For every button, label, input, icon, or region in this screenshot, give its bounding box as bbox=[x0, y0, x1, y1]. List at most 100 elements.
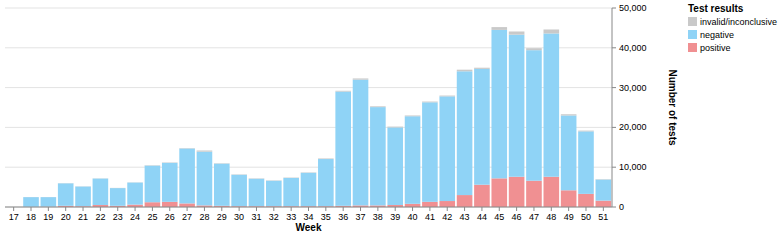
x-tick bbox=[568, 207, 569, 211]
bar-segment bbox=[578, 194, 594, 207]
bar-segment bbox=[23, 197, 39, 198]
bar-segment bbox=[301, 173, 317, 206]
y-tick-label: 30,000 bbox=[619, 83, 647, 93]
bar-segment bbox=[353, 80, 369, 206]
x-tick-label: 48 bbox=[546, 212, 556, 222]
x-tick bbox=[100, 207, 101, 211]
x-tick bbox=[325, 207, 326, 211]
x-tick-label: 36 bbox=[338, 212, 348, 222]
bar-segment bbox=[370, 106, 386, 108]
bar-segment bbox=[491, 27, 507, 30]
x-tick bbox=[169, 207, 170, 211]
bar-segment bbox=[283, 178, 299, 206]
y-tick bbox=[612, 127, 616, 128]
x-tick-label: 50 bbox=[581, 212, 591, 222]
bar-segment bbox=[127, 182, 143, 183]
bar-segment bbox=[335, 92, 351, 206]
x-tick-label: 45 bbox=[494, 212, 504, 222]
bar-segment bbox=[405, 115, 421, 117]
x-tick-label: 24 bbox=[130, 212, 140, 222]
bars bbox=[23, 27, 611, 207]
bar-segment bbox=[162, 162, 178, 163]
bar-segment bbox=[41, 197, 57, 207]
bar-segment bbox=[422, 101, 438, 103]
bar-segment bbox=[578, 130, 594, 132]
x-tick bbox=[516, 207, 517, 211]
x-tick-label: 35 bbox=[321, 212, 331, 222]
y-tick-label: 50,000 bbox=[619, 3, 647, 13]
x-tick-label: 31 bbox=[251, 212, 261, 222]
x-tick bbox=[464, 207, 465, 211]
x-axis-title: Week bbox=[296, 222, 322, 233]
bar-segment bbox=[509, 35, 525, 177]
bar-segment bbox=[145, 165, 161, 166]
x-tick-label: 44 bbox=[477, 212, 487, 222]
x-tick bbox=[204, 207, 205, 211]
bar-segment bbox=[439, 96, 455, 201]
y-tick bbox=[612, 87, 616, 88]
bar-segment bbox=[179, 148, 195, 149]
bar-segment bbox=[509, 177, 525, 207]
bar-segment bbox=[543, 177, 559, 207]
bar-segment bbox=[491, 30, 507, 178]
y-tick-label: 40,000 bbox=[619, 43, 647, 53]
bar-segment bbox=[283, 177, 299, 178]
x-tick-label: 39 bbox=[390, 212, 400, 222]
legend-label: positive bbox=[700, 43, 731, 53]
x-tick bbox=[308, 207, 309, 211]
bar-segment bbox=[179, 203, 195, 207]
x-tick bbox=[585, 207, 586, 211]
bar-segment bbox=[509, 31, 525, 34]
x-tick bbox=[65, 207, 66, 211]
x-tick bbox=[499, 207, 500, 211]
bar-segment bbox=[543, 33, 559, 176]
bar-segment bbox=[561, 115, 577, 190]
y-tick-label: 20,000 bbox=[619, 122, 647, 132]
bar-segment bbox=[457, 195, 473, 207]
x-tick bbox=[221, 207, 222, 211]
bar-segment bbox=[58, 183, 74, 184]
y-tick bbox=[612, 47, 616, 48]
bar-segment bbox=[387, 126, 403, 128]
bar-segment bbox=[405, 116, 421, 204]
y-axis-line bbox=[612, 8, 613, 207]
x-tick-label: 43 bbox=[460, 212, 470, 222]
x-tick-label: 40 bbox=[408, 212, 418, 222]
x-tick bbox=[135, 207, 136, 211]
x-tick-label: 18 bbox=[26, 212, 36, 222]
y-tick bbox=[612, 167, 616, 168]
x-tick bbox=[152, 207, 153, 211]
bar-segment bbox=[526, 181, 542, 207]
x-tick bbox=[360, 207, 361, 211]
bar-segment bbox=[41, 197, 57, 198]
x-tick-label: 29 bbox=[217, 212, 227, 222]
chart-svg: 010,00020,00030,00040,00050,000171819202… bbox=[0, 0, 780, 236]
x-tick-label: 33 bbox=[286, 212, 296, 222]
x-tick bbox=[239, 207, 240, 211]
chart-container: 010,00020,00030,00040,00050,000171819202… bbox=[0, 0, 780, 236]
bar-segment bbox=[162, 163, 178, 202]
x-tick bbox=[256, 207, 257, 211]
x-tick-label: 46 bbox=[512, 212, 522, 222]
x-tick bbox=[377, 207, 378, 211]
x-tick bbox=[83, 207, 84, 211]
x-tick bbox=[429, 207, 430, 211]
x-tick bbox=[447, 207, 448, 211]
bar-segment bbox=[145, 166, 161, 203]
x-tick bbox=[343, 207, 344, 211]
bar-segment bbox=[249, 178, 265, 179]
bar-segment bbox=[179, 148, 195, 203]
bar-segment bbox=[474, 185, 490, 207]
bar-segment bbox=[491, 178, 507, 207]
x-tick-label: 23 bbox=[113, 212, 123, 222]
y-axis-title: Number of tests bbox=[667, 69, 678, 146]
y-tick bbox=[612, 207, 616, 208]
bar-segment bbox=[526, 50, 542, 181]
x-tick bbox=[551, 207, 552, 211]
x-tick bbox=[291, 207, 292, 211]
bar-segment bbox=[318, 158, 334, 160]
legend-label: invalid/inconclusive bbox=[700, 17, 777, 27]
bar-segment bbox=[214, 164, 230, 206]
legend-title: Test results bbox=[688, 3, 744, 14]
bar-segment bbox=[439, 95, 455, 97]
